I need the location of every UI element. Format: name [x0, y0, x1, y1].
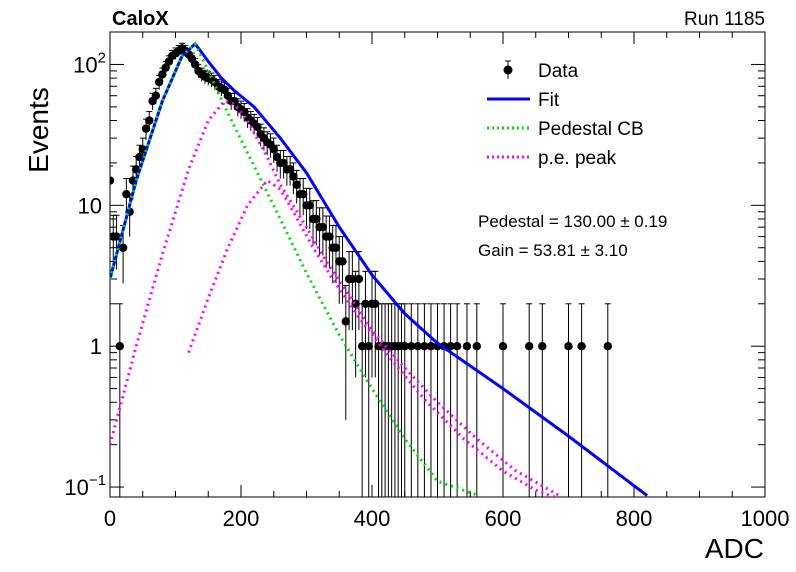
data-point — [564, 341, 573, 351]
data-point — [151, 91, 161, 100]
x-tick-label: 0 — [104, 506, 116, 531]
data-point — [361, 299, 370, 308]
y-axis-label: Events — [23, 87, 54, 173]
y-tick-label: 10−1 — [64, 472, 106, 500]
legend-label: p.e. peak — [538, 148, 617, 169]
data-point — [400, 341, 409, 351]
data-point — [318, 222, 328, 232]
series-line-pedestal-cb — [110, 41, 478, 497]
data-point — [141, 124, 151, 133]
data-point — [426, 341, 436, 351]
data-point — [364, 341, 373, 351]
data-point — [538, 341, 547, 351]
data-point — [289, 172, 298, 181]
data-point — [305, 201, 314, 210]
legend-label: Data — [538, 61, 579, 82]
data-point — [158, 70, 167, 79]
data-point — [498, 341, 508, 351]
data-point — [331, 243, 341, 252]
x-axis-label: ADC — [705, 533, 764, 564]
data-point — [371, 299, 380, 308]
data-point — [292, 180, 301, 189]
data-point — [413, 341, 423, 351]
data-point — [118, 243, 128, 252]
y-tick-label: 1 — [90, 334, 102, 359]
series-layer — [110, 41, 649, 497]
legend-label: Fit — [538, 90, 560, 111]
data-point — [112, 232, 121, 241]
data-point — [190, 60, 200, 69]
data-point — [299, 189, 308, 199]
data-point — [338, 257, 347, 266]
data-point — [279, 158, 288, 168]
x-tick-label: 1000 — [741, 506, 790, 531]
legend-marker — [503, 65, 513, 75]
data-point — [462, 341, 472, 351]
y-tick-label: 10 — [78, 193, 102, 218]
legend-label: Pedestal CB — [538, 119, 644, 140]
y-axis-ticks: 10−1 1 10 102 — [64, 49, 765, 500]
annotation-gain: Gain = 53.81 ± 3.10 — [478, 241, 628, 260]
data-point — [577, 341, 586, 351]
data-point — [603, 341, 612, 351]
data-point — [115, 341, 125, 351]
data-point — [354, 274, 364, 284]
annotation-pedestal: Pedestal = 130.00 ± 0.19 — [478, 212, 667, 231]
series-line-fit — [110, 41, 649, 497]
data-point — [122, 189, 131, 199]
y-tick-label: 102 — [73, 49, 106, 77]
data-point — [525, 341, 534, 351]
data-point — [420, 341, 429, 351]
data-point — [253, 122, 262, 132]
data-point — [357, 341, 367, 351]
data-point — [407, 341, 416, 351]
x-tick-label: 400 — [354, 506, 391, 531]
data-point — [154, 77, 164, 87]
x-tick-label: 200 — [223, 506, 260, 531]
data-point — [348, 274, 357, 284]
data-point — [452, 341, 462, 351]
title-right: Run 1185 — [684, 9, 765, 30]
data-point — [472, 341, 481, 351]
legend: Data Fit Pedestal CB p.e. peak — [487, 60, 644, 169]
title-left: CaloX — [112, 8, 169, 30]
data-point — [312, 214, 321, 224]
data-point — [145, 116, 154, 125]
data-point — [446, 341, 455, 351]
data-point — [341, 317, 350, 326]
data-point — [325, 232, 334, 241]
x-axis-ticks: 0 200 400 600 800 1000 — [104, 32, 790, 531]
x-tick-label: 800 — [616, 506, 653, 531]
data-point — [135, 152, 144, 162]
data-point — [285, 165, 295, 174]
series-data — [110, 42, 612, 497]
data-point — [269, 145, 278, 154]
x-tick-label: 600 — [485, 506, 522, 531]
data-point — [110, 176, 115, 185]
data-point — [351, 299, 360, 308]
